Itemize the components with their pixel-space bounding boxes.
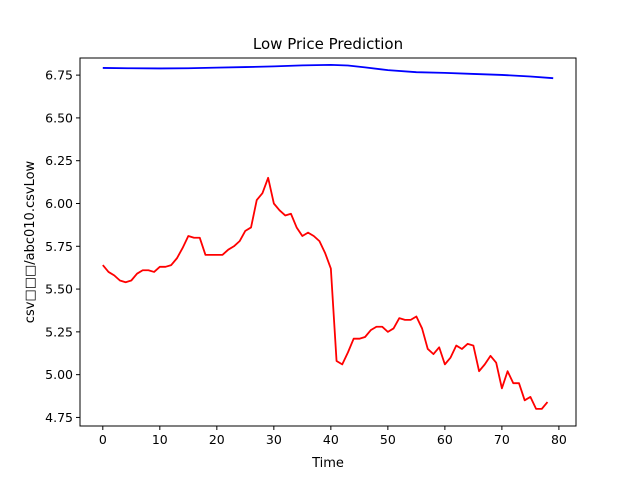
series-line-0 xyxy=(102,63,554,80)
chart-title: Low Price Prediction xyxy=(253,35,403,53)
x-tick-label: 40 xyxy=(323,432,339,447)
y-tick-label: 5.00 xyxy=(45,367,73,382)
y-tick-label: 5.75 xyxy=(45,239,73,254)
y-tick-label: 6.75 xyxy=(45,68,73,83)
y-tick-label: 6.00 xyxy=(45,196,73,211)
x-tick-label: 60 xyxy=(437,432,453,447)
x-tick-label: 0 xyxy=(99,432,107,447)
series-line-1 xyxy=(102,176,549,410)
y-axis-label: csv□□□/abc010.csvLow xyxy=(23,160,38,323)
plot-frame xyxy=(79,57,577,427)
y-tick-label: 6.50 xyxy=(45,110,73,125)
y-tick-label: 6.25 xyxy=(45,153,73,168)
x-tick-label: 10 xyxy=(152,432,168,447)
y-axis-ticks: 4.75 5.00 5.25 5.50 5.75 6.00 6.25 6.50 6.75 xyxy=(45,68,80,425)
y-tick-label: 5.25 xyxy=(45,324,73,339)
x-tick-label: 80 xyxy=(551,432,567,447)
series-layer xyxy=(102,63,554,410)
x-tick-label: 70 xyxy=(494,432,510,447)
y-tick-label: 4.75 xyxy=(45,410,73,425)
x-tick-label: 30 xyxy=(266,432,282,447)
x-axis-label: Time xyxy=(311,456,344,471)
x-tick-label: 20 xyxy=(209,432,225,447)
x-tick-label: 50 xyxy=(380,432,396,447)
y-tick-label: 5.50 xyxy=(45,282,73,297)
x-axis-ticks: 0 10 20 30 40 50 60 70 80 xyxy=(99,426,567,447)
